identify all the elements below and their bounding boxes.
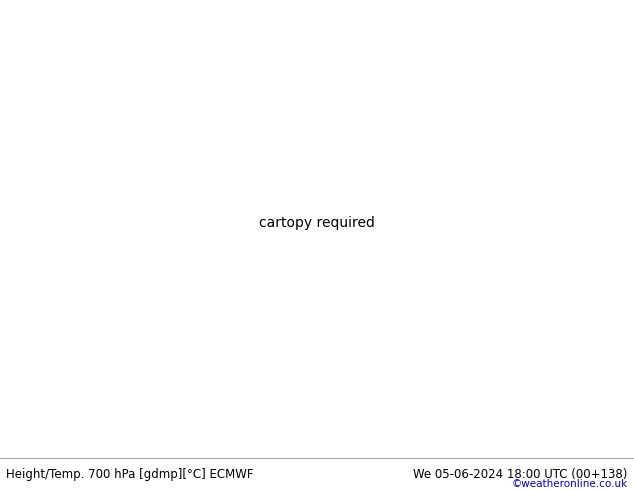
Text: Height/Temp. 700 hPa [gdmp][°C] ECMWF: Height/Temp. 700 hPa [gdmp][°C] ECMWF — [6, 467, 254, 481]
Text: cartopy required: cartopy required — [259, 217, 375, 230]
Text: We 05-06-2024 18:00 UTC (00+138): We 05-06-2024 18:00 UTC (00+138) — [413, 467, 628, 481]
Text: ©weatheronline.co.uk: ©weatheronline.co.uk — [512, 479, 628, 490]
